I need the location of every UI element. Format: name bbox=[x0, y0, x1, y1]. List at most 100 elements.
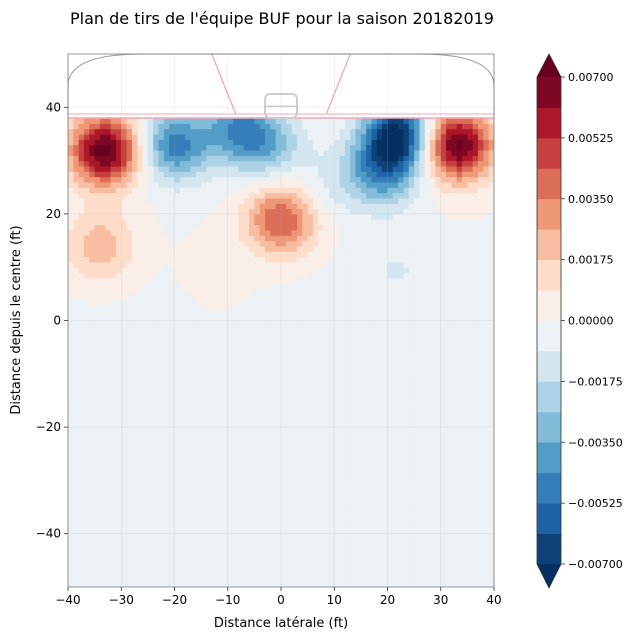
heatmap-cell bbox=[179, 405, 186, 412]
heatmap-cell bbox=[68, 160, 74, 167]
heatmap-cell bbox=[206, 229, 213, 236]
heatmap-cell bbox=[275, 565, 282, 572]
heatmap-cell bbox=[163, 571, 170, 577]
heatmap-cell bbox=[83, 528, 90, 535]
heatmap-cell bbox=[121, 357, 128, 364]
heatmap-cell bbox=[328, 352, 335, 359]
heatmap-cell bbox=[360, 421, 367, 428]
heatmap-cell bbox=[174, 533, 181, 540]
heatmap-cell bbox=[73, 373, 80, 380]
heatmap-cell bbox=[99, 347, 106, 354]
heatmap-cell bbox=[312, 549, 319, 556]
heatmap-cell bbox=[68, 459, 74, 466]
heatmap-cell bbox=[275, 272, 282, 279]
heatmap-cell bbox=[254, 203, 261, 210]
heatmap-cell bbox=[366, 368, 373, 375]
heatmap-cell bbox=[206, 363, 213, 370]
heatmap-cell bbox=[291, 224, 298, 231]
heatmap-cell bbox=[249, 133, 255, 140]
heatmap-cell bbox=[275, 576, 282, 583]
heatmap-cell bbox=[142, 560, 149, 567]
heatmap-cell bbox=[105, 144, 112, 151]
heatmap-cell bbox=[211, 299, 218, 306]
heatmap-cell bbox=[249, 379, 255, 386]
heatmap-cell bbox=[291, 539, 298, 545]
heatmap-cell bbox=[291, 176, 298, 183]
heatmap-cell bbox=[126, 437, 133, 444]
heatmap-cell bbox=[99, 405, 106, 412]
heatmap-cell bbox=[147, 192, 154, 199]
heatmap-cell bbox=[339, 336, 346, 343]
heatmap-cell bbox=[99, 245, 106, 252]
heatmap-cell bbox=[302, 144, 309, 151]
heatmap-cell bbox=[334, 512, 341, 519]
heatmap-cell bbox=[355, 432, 362, 439]
heatmap-cell bbox=[355, 117, 362, 124]
heatmap-cell bbox=[296, 411, 303, 418]
heatmap-cell bbox=[355, 261, 362, 268]
heatmap-cell bbox=[142, 475, 149, 481]
heatmap-cell bbox=[318, 565, 325, 572]
heatmap-cell bbox=[233, 165, 239, 172]
heatmap-cell bbox=[179, 485, 186, 492]
heatmap-cell bbox=[339, 384, 346, 391]
heatmap-cell bbox=[227, 571, 234, 577]
heatmap-cell bbox=[254, 539, 261, 545]
heatmap-cell bbox=[312, 325, 319, 332]
heatmap-cell bbox=[270, 117, 277, 124]
heatmap-cell bbox=[142, 496, 149, 503]
heatmap-cell bbox=[270, 491, 277, 497]
heatmap-cell bbox=[195, 523, 202, 529]
heatmap-cell bbox=[227, 469, 234, 476]
heatmap-cell bbox=[328, 576, 335, 583]
heatmap-cell bbox=[302, 400, 309, 407]
heatmap-cell bbox=[73, 501, 80, 508]
heatmap-cell bbox=[185, 443, 192, 450]
heatmap-cell bbox=[217, 293, 224, 300]
heatmap-cell bbox=[153, 176, 160, 183]
heatmap-cell bbox=[174, 373, 181, 380]
heatmap-cell bbox=[334, 549, 341, 556]
heatmap-cell bbox=[195, 496, 202, 503]
heatmap-cell bbox=[94, 459, 101, 466]
heatmap-cell bbox=[339, 123, 346, 130]
heatmap-cell bbox=[121, 549, 128, 556]
heatmap-cell bbox=[83, 539, 90, 545]
heatmap-cell bbox=[259, 395, 266, 402]
heatmap-cell bbox=[350, 293, 357, 300]
heatmap-cell bbox=[94, 304, 101, 311]
heatmap-cell bbox=[89, 576, 96, 583]
heatmap-cell bbox=[328, 283, 335, 290]
heatmap-cell bbox=[312, 544, 319, 551]
heatmap-cell bbox=[233, 576, 239, 583]
heatmap-cell bbox=[222, 491, 229, 497]
heatmap-cell bbox=[137, 512, 144, 519]
heatmap-cell bbox=[254, 363, 261, 370]
heatmap-cell bbox=[344, 491, 351, 497]
heatmap-cell bbox=[163, 384, 170, 391]
heatmap-cell bbox=[105, 128, 112, 135]
heatmap-cell bbox=[259, 256, 266, 263]
heatmap-cell bbox=[233, 283, 239, 290]
heatmap-cell bbox=[275, 373, 282, 380]
heatmap-cell bbox=[302, 128, 309, 135]
heatmap-cell bbox=[254, 544, 261, 551]
heatmap-cell bbox=[163, 261, 170, 268]
heatmap-cell bbox=[110, 576, 117, 583]
heatmap-cell bbox=[201, 549, 208, 556]
heatmap-cell bbox=[206, 160, 213, 167]
heatmap-cell bbox=[243, 219, 250, 226]
heatmap-cell bbox=[201, 485, 208, 492]
heatmap-cell bbox=[286, 560, 293, 567]
heatmap-cell bbox=[179, 288, 186, 295]
heatmap-cell bbox=[115, 224, 122, 231]
heatmap-cell bbox=[190, 293, 197, 300]
heatmap-cell bbox=[323, 176, 330, 183]
heatmap-cell bbox=[249, 533, 255, 540]
heatmap-cell bbox=[110, 224, 117, 231]
heatmap-cell bbox=[270, 512, 277, 519]
heatmap-cell bbox=[222, 539, 229, 545]
heatmap-cell bbox=[243, 421, 250, 428]
heatmap-cell bbox=[227, 432, 234, 439]
heatmap-cell bbox=[334, 245, 341, 252]
